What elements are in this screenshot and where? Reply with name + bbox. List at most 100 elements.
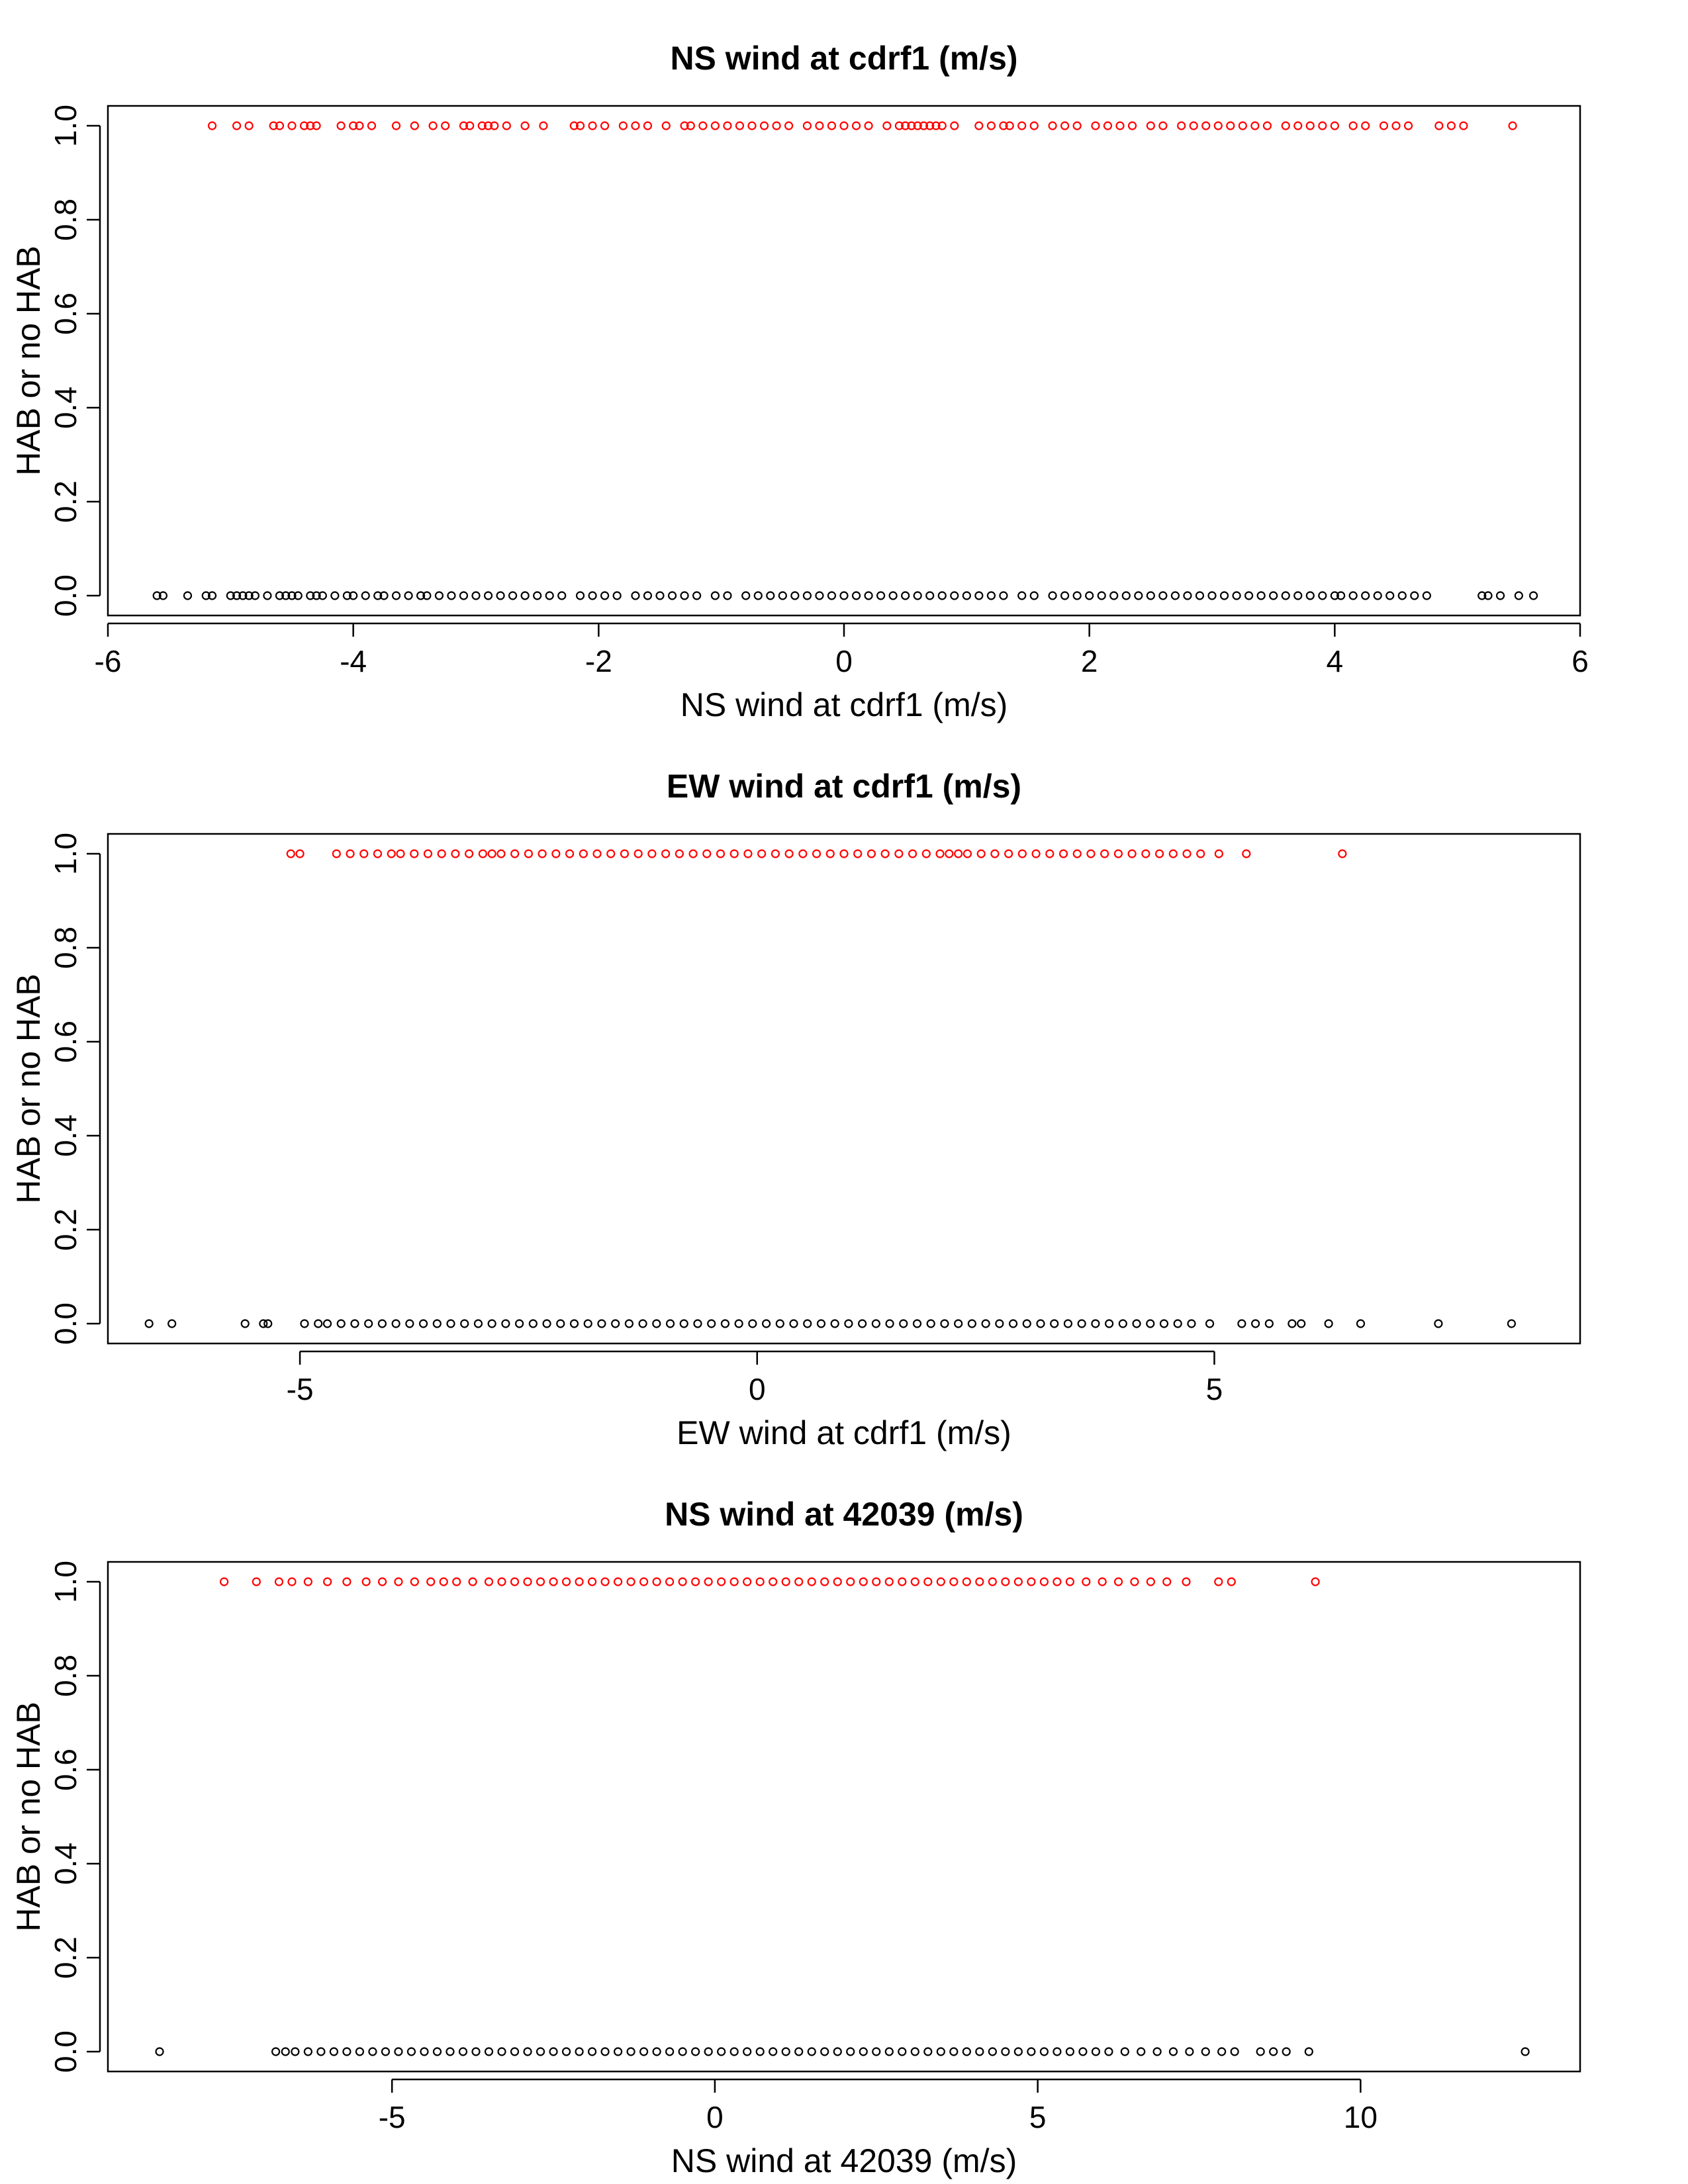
data-point — [613, 2047, 623, 2056]
data-point — [1232, 591, 1241, 600]
data-point — [1205, 1319, 1215, 1328]
data-point — [910, 1577, 919, 1586]
data-point — [291, 2047, 300, 2056]
data-point — [1177, 121, 1186, 130]
data-point — [592, 849, 602, 858]
data-point — [238, 591, 248, 600]
data-point — [937, 591, 947, 600]
data-point — [561, 1577, 571, 1586]
data-point — [803, 1319, 812, 1328]
data-point — [717, 1577, 726, 1586]
data-point — [510, 2047, 520, 2056]
y-tick-label: 0.6 — [48, 293, 83, 335]
data-point — [999, 591, 1008, 600]
data-point — [349, 121, 358, 130]
data-point — [523, 1577, 532, 1586]
x-axis-label: EW wind at cdrf1 (m/s) — [677, 1414, 1011, 1451]
data-point — [303, 2047, 312, 2056]
data-point — [1127, 849, 1137, 858]
data-point — [306, 121, 315, 130]
data-point — [1141, 849, 1150, 858]
data-point — [1403, 121, 1413, 130]
data-point — [790, 591, 800, 600]
data-point — [999, 121, 1008, 130]
data-point — [802, 591, 812, 600]
data-point — [962, 849, 972, 858]
data-point — [322, 1319, 332, 1328]
data-point — [1027, 2047, 1036, 2056]
data-point — [901, 121, 910, 130]
data-point — [1091, 121, 1100, 130]
data-point — [1483, 591, 1493, 600]
data-point — [155, 2047, 164, 2056]
data-point — [988, 2047, 997, 2056]
data-point — [1029, 121, 1039, 130]
data-point — [460, 1319, 469, 1328]
data-point — [539, 121, 548, 130]
plot-frame — [107, 105, 1581, 617]
data-point — [1127, 121, 1137, 130]
data-point — [1282, 2047, 1291, 2056]
data-point — [931, 121, 941, 130]
data-point — [807, 2047, 816, 2056]
x-tick-label: -2 — [585, 644, 612, 678]
data-point — [1173, 1319, 1182, 1328]
data-point — [1137, 2047, 1146, 2056]
data-point — [520, 121, 530, 130]
data-point — [1195, 591, 1205, 600]
data-point — [735, 121, 745, 130]
data-point — [287, 121, 297, 130]
data-point — [680, 121, 689, 130]
data-point — [954, 849, 963, 858]
data-point — [465, 849, 474, 858]
data-point — [606, 849, 616, 858]
data-point — [720, 1319, 730, 1328]
data-point — [665, 1319, 675, 1328]
data-point — [643, 591, 653, 600]
data-point — [1029, 591, 1039, 600]
data-point — [379, 591, 389, 600]
data-point — [1104, 2047, 1113, 2056]
data-point — [394, 1577, 403, 1586]
data-point — [316, 2047, 326, 2056]
data-point — [880, 849, 890, 858]
y-tick-label: 1.0 — [48, 105, 83, 147]
data-point — [912, 1319, 922, 1328]
x-tick-label: -4 — [340, 644, 367, 678]
data-point — [949, 1577, 959, 1586]
data-point — [579, 849, 588, 858]
data-point — [556, 1319, 565, 1328]
data-point — [825, 849, 835, 858]
data-point — [729, 1577, 739, 1586]
data-point — [1121, 591, 1131, 600]
data-point — [1238, 121, 1247, 130]
data-point — [1348, 591, 1358, 600]
data-point — [975, 2047, 984, 2056]
data-point — [820, 1577, 829, 1586]
data-point — [876, 591, 886, 600]
data-point — [465, 121, 475, 130]
data-point — [882, 121, 892, 130]
data-point — [867, 849, 876, 858]
data-point — [974, 591, 984, 600]
y-tick-label: 1.0 — [48, 1561, 83, 1603]
data-point — [1242, 849, 1251, 858]
data-point — [693, 1319, 702, 1328]
data-point — [1063, 1319, 1073, 1328]
data-point — [528, 1319, 538, 1328]
data-point — [698, 121, 708, 130]
data-point — [588, 121, 597, 130]
data-point — [1446, 121, 1456, 130]
data-point — [432, 1319, 442, 1328]
data-point — [536, 2047, 545, 2056]
data-point — [1085, 591, 1094, 600]
data-point — [445, 2047, 455, 2056]
data-point — [723, 591, 732, 600]
data-point — [692, 591, 702, 600]
data-point — [167, 1319, 177, 1328]
data-point — [342, 1577, 352, 1586]
data-point — [986, 121, 996, 130]
data-point — [1214, 849, 1223, 858]
data-point — [575, 591, 585, 600]
data-point — [1356, 1319, 1366, 1328]
